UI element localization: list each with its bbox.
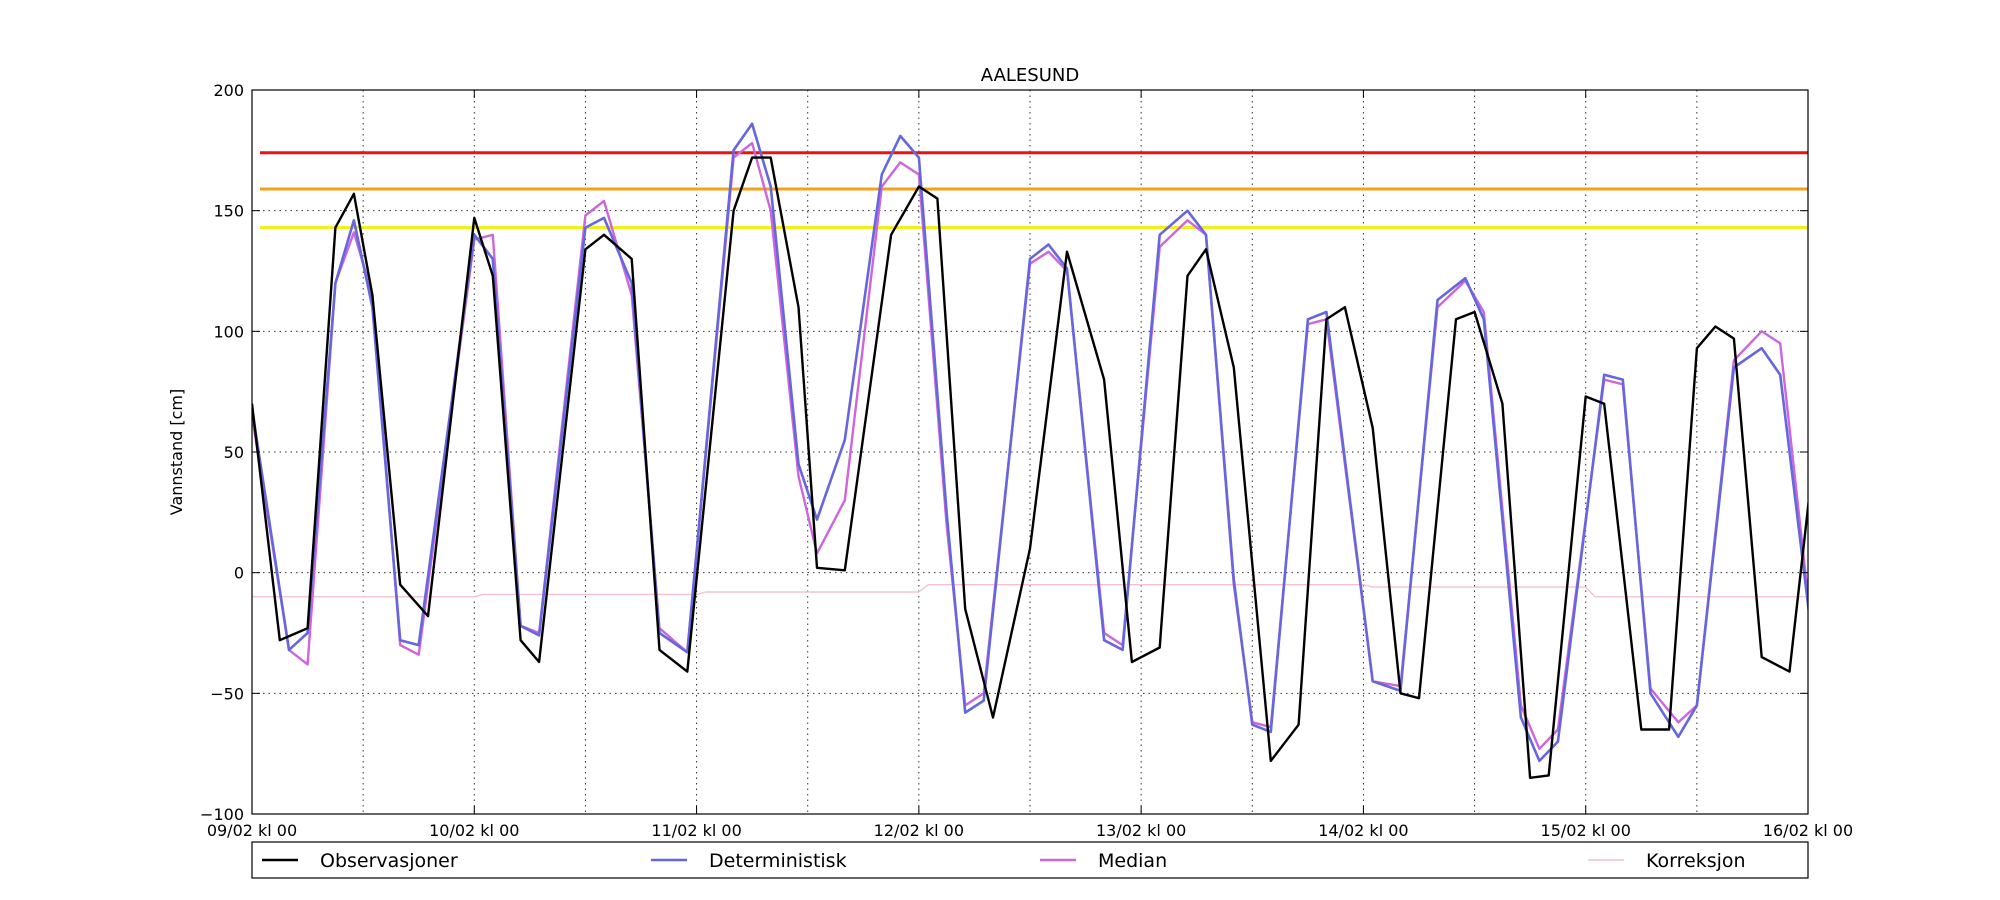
threshold-lines: [260, 151, 1808, 230]
axis-ticks: −100 −50 0 50 100 150 200 09/02 kl 00 10/02 kl 0…: [200, 81, 1853, 840]
legend-label: Deterministisk: [709, 850, 847, 872]
x-tick-label: 16/02 kl 00: [1763, 821, 1853, 840]
x-tick-label: 13/02 kl 00: [1096, 821, 1186, 840]
legend-label: Observasjoner: [320, 850, 458, 872]
x-tick-label: 10/02 kl 00: [429, 821, 519, 840]
legend: Observasjoner Deterministisk Median Korreks…: [251, 841, 1809, 879]
legend-label: Median: [1098, 850, 1167, 872]
y-tick-label: −50: [210, 684, 244, 703]
x-tick-label: 09/02 kl 00: [207, 821, 297, 840]
y-tick-label: 200: [213, 81, 244, 100]
y-tick-label: 50: [224, 443, 244, 462]
y-tick-label: 0: [234, 564, 244, 583]
x-tick-label: 12/02 kl 00: [874, 821, 964, 840]
series-line-observasjoner: [252, 156, 1808, 779]
y-tick-label: 150: [213, 202, 244, 221]
series-line-korreksjon: [252, 584, 1808, 598]
series-line-deterministisk: [252, 122, 1808, 763]
x-tick-label: 14/02 kl 00: [1318, 821, 1408, 840]
grid-lines: [252, 90, 1808, 814]
legend-box: [251, 841, 1809, 879]
legend-label: Korreksjon: [1646, 850, 1746, 872]
series-lines: [252, 122, 1808, 779]
x-tick-label: 15/02 kl 00: [1541, 821, 1631, 840]
y-axis-label: Vannstand [cm]: [167, 389, 186, 515]
y-tick-label: 100: [213, 322, 244, 341]
chart-title: AALESUND: [981, 65, 1079, 86]
x-tick-label: 11/02 kl 00: [651, 821, 741, 840]
y-tick-label: −100: [200, 805, 244, 824]
